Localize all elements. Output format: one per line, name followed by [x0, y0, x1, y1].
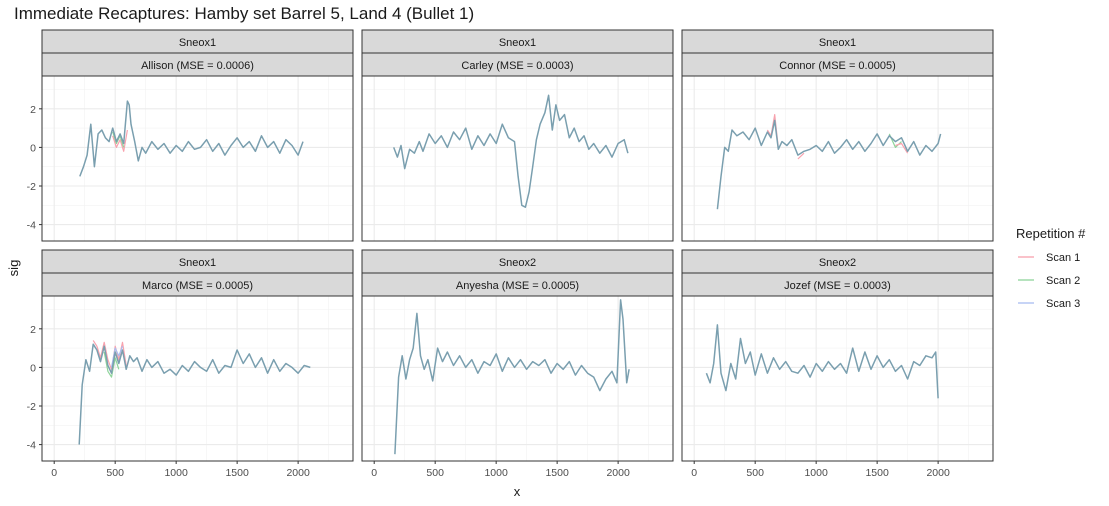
series-line-scan-1	[797, 152, 805, 160]
x-tick-label: 1500	[865, 467, 889, 479]
panel-background	[362, 76, 673, 241]
facet-strip-top-label: Sneox2	[819, 257, 856, 269]
x-tick-label: 2000	[286, 467, 310, 479]
facet-panel: Sneox1 Allison (MSE = 0.0006) -4 -2 0 2	[27, 29, 354, 242]
y-tick-label: -2	[27, 401, 36, 413]
facet-strip-top-label: Sneox1	[499, 37, 536, 49]
facet-strip-bottom-label: Carley (MSE = 0.0003)	[461, 60, 573, 72]
facet-strip-bottom-label: Anyesha (MSE = 0.0005)	[456, 280, 579, 292]
x-tick-label: 1500	[545, 467, 569, 479]
x-tick-label: 0	[691, 467, 697, 479]
facet-panel: Sneox2 Jozef (MSE = 0.0003) 0 500 1000 1500 20…	[681, 249, 994, 479]
signal-line	[392, 94, 629, 208]
legend-label: Scan 3	[1046, 298, 1080, 310]
facet-panel: Sneox1 Carley (MSE = 0.0003)	[361, 29, 674, 242]
facet-strip-bottom-label: Allison (MSE = 0.0006)	[141, 60, 254, 72]
signal-line	[394, 299, 630, 455]
x-tick-label: 0	[51, 467, 57, 479]
panel-border	[361, 75, 674, 242]
x-tick-label: 500	[746, 467, 764, 479]
signal-line	[716, 119, 942, 210]
legend: Repetition # Scan 1 Scan 2 Scan 3	[1016, 226, 1086, 310]
panel-background	[42, 296, 353, 461]
y-tick-label: 2	[30, 324, 36, 336]
y-tick-label: -2	[27, 181, 36, 193]
x-tick-label: 500	[426, 467, 444, 479]
facet-panel: Sneox2 Anyesha (MSE = 0.0005) 0 500 1000 1500…	[361, 249, 674, 479]
x-tick-label: 1000	[164, 467, 188, 479]
legend-title: Repetition #	[1016, 226, 1086, 241]
facet-strip-top-label: Sneox1	[179, 37, 216, 49]
facet-strip-bottom-label: Marco (MSE = 0.0005)	[142, 280, 253, 292]
panel-border	[681, 295, 994, 462]
facet-strip-top-label: Sneox1	[179, 257, 216, 269]
panel-background	[682, 76, 993, 241]
facet-panel: Sneox1 Marco (MSE = 0.0005) -4 -2 0 2 0 500 1000…	[27, 249, 354, 479]
x-tick-label: 500	[106, 467, 124, 479]
series-line-scan-2	[112, 131, 125, 148]
x-tick-label: 1500	[225, 467, 249, 479]
y-tick-label: 0	[30, 362, 36, 374]
x-tick-label: 1000	[804, 467, 828, 479]
y-tick-label: 0	[30, 142, 36, 154]
facet-strip-top-label: Sneox2	[499, 257, 536, 269]
x-tick-label: 0	[371, 467, 377, 479]
series-line-scan-1	[895, 142, 909, 154]
x-tick-label: 2000	[926, 467, 950, 479]
facet-panel: Sneox1 Connor (MSE = 0.0005)	[681, 29, 994, 242]
panel-border	[681, 75, 994, 242]
facet-strip-bottom-label: Connor (MSE = 0.0005)	[779, 60, 895, 72]
signal-line	[79, 100, 304, 177]
facet-strip-bottom-label: Jozef (MSE = 0.0003)	[784, 280, 891, 292]
signal-line	[78, 343, 311, 445]
signal-line	[705, 324, 939, 399]
series-line-scan-3	[110, 345, 124, 368]
y-axis-title: sig	[6, 260, 21, 277]
panel-border	[41, 75, 354, 242]
x-axis-title: x	[514, 484, 521, 499]
y-tick-label: -4	[27, 220, 36, 232]
y-tick-label: 2	[30, 104, 36, 116]
y-tick-label: -4	[27, 440, 36, 452]
x-tick-label: 2000	[606, 467, 630, 479]
legend-label: Scan 1	[1046, 252, 1080, 264]
legend-label: Scan 2	[1046, 275, 1080, 287]
x-tick-label: 1000	[484, 467, 508, 479]
chart-title: Immediate Recaptures: Hamby set Barrel 5…	[14, 4, 475, 23]
panel-background	[682, 296, 993, 461]
series-line-scan-1	[112, 129, 128, 152]
series-line-scan-2	[103, 351, 120, 378]
panel-border	[361, 295, 674, 462]
panel-background	[42, 76, 353, 241]
panel-border	[41, 295, 354, 462]
facet-strip-top-label: Sneox1	[819, 37, 856, 49]
panel-background	[362, 296, 673, 461]
